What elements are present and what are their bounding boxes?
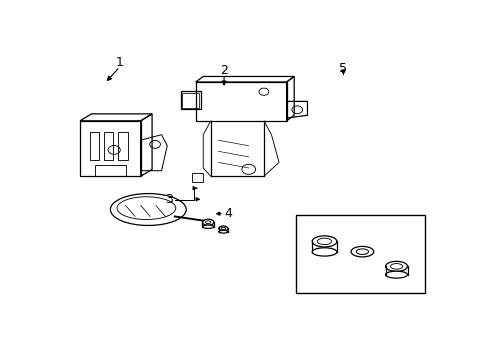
- Text: 2: 2: [220, 64, 227, 77]
- Bar: [296, 215, 424, 293]
- Ellipse shape: [202, 219, 213, 225]
- Text: 4: 4: [224, 207, 231, 220]
- Text: 3: 3: [165, 193, 173, 206]
- Ellipse shape: [218, 230, 227, 233]
- Ellipse shape: [202, 225, 213, 228]
- Ellipse shape: [311, 248, 336, 256]
- Text: 1: 1: [116, 56, 123, 69]
- Ellipse shape: [385, 271, 407, 278]
- Ellipse shape: [350, 246, 373, 257]
- Text: 5: 5: [339, 62, 347, 75]
- Ellipse shape: [311, 236, 336, 247]
- Ellipse shape: [385, 261, 407, 271]
- Ellipse shape: [218, 226, 227, 231]
